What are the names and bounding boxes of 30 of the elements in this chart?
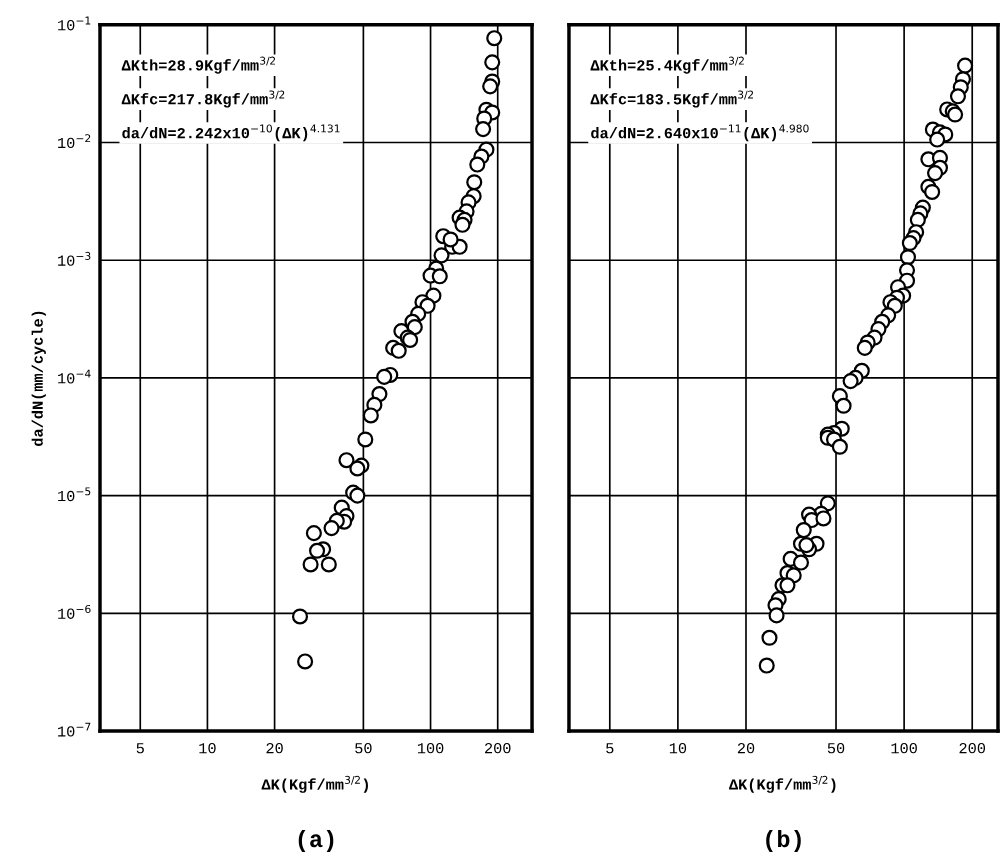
- y-tick-label: 10$^{−6}$: [58, 604, 91, 619]
- annotation: ΔKth=28.9Kgf/mm$^{3/2}$: [121, 56, 276, 74]
- y-axis-title: da/dN(mm/cycle): [31, 311, 46, 446]
- x-tick-label: 10: [669, 742, 687, 754]
- annotation: da/dN=2.242x10$^{−10}$(ΔK)$^{4.131}$: [122, 124, 340, 142]
- text: (a): [298, 829, 334, 852]
- y-tick-label: 10$^{−2}$: [58, 134, 91, 149]
- x-tick-label: 200: [485, 742, 511, 754]
- x-tick-label: 20: [737, 742, 755, 754]
- x-tick-label: 50: [355, 742, 372, 754]
- y-tick-label: 10$^{−5}$: [58, 487, 91, 502]
- x-tick-label: 200: [959, 742, 986, 754]
- x-tick-label: 5: [606, 743, 614, 754]
- annotation: ΔKth=25.4Kgf/mm$^{3/2}$: [590, 56, 744, 74]
- x-tick-label: 20: [266, 742, 283, 754]
- y-tick-label: 10$^{−1}$: [58, 16, 91, 31]
- annotation: ΔKfc=183.5Kgf/mm$^{3/2}$: [590, 90, 754, 108]
- annotation: da/dN=2.640x10$^{−11}$(ΔK)$^{4.980}$: [591, 124, 809, 142]
- x-axis-title: ΔK(Kgf/mm$^{3/2}$): [261, 775, 368, 793]
- y-tick-label: 10$^{−7}$: [58, 722, 91, 737]
- x-tick-label: 5: [136, 743, 144, 754]
- x-tick-label: 100: [417, 742, 444, 754]
- x-axis-title: ΔK(Kgf/mm$^{3/2}$): [729, 775, 836, 793]
- annotation: ΔKfc=217.8Kgf/mm$^{3/2}$: [121, 90, 285, 108]
- x-tick-label: 100: [891, 742, 917, 754]
- x-tick-label: 50: [827, 742, 845, 754]
- y-tick-label: 10$^{−3}$: [58, 251, 91, 266]
- x-tick-label: 10: [199, 742, 216, 754]
- y-tick-label: 10$^{−4}$: [58, 369, 91, 384]
- text: (b): [766, 829, 801, 852]
